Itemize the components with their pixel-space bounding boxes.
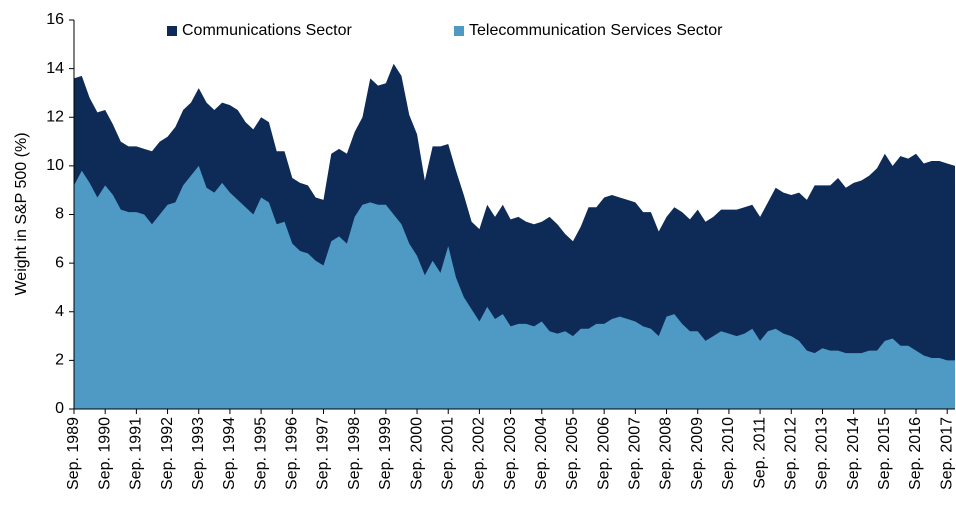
x-tick-label: Sep. 1990 — [96, 417, 113, 490]
x-tick-label: Sep. 1996 — [284, 417, 301, 490]
x-tick-label: Sep. 2005 — [564, 417, 581, 490]
x-tick-label: Sep. 2010 — [720, 417, 737, 490]
legend-label: Telecommunication Services Sector — [469, 22, 723, 39]
y-tick-label: 4 — [55, 303, 64, 320]
x-tick-label: Sep. 2016 — [907, 417, 924, 490]
x-tick-label: Sep. 1999 — [377, 417, 394, 490]
y-axis-label: Weight in S&P 500 (%) — [13, 132, 30, 295]
x-tick-label: Sep. 2002 — [471, 417, 488, 490]
x-tick-label: Sep. 2006 — [595, 417, 612, 490]
x-tick-label: Sep. 2011 — [751, 417, 768, 489]
y-tick-label: 2 — [55, 352, 64, 369]
x-tick-label: Sep. 2015 — [876, 417, 893, 490]
legend-marker — [167, 26, 177, 36]
x-tick-label: Sep. 2001 — [439, 417, 456, 490]
y-tick-label: 14 — [46, 60, 64, 77]
y-tick-label: 12 — [46, 108, 64, 125]
x-tick-label: Sep. 1995 — [252, 417, 269, 490]
x-tick-label: Sep. 1998 — [346, 417, 363, 490]
x-tick-label: Sep. 1997 — [315, 417, 332, 490]
y-tick-label: 0 — [55, 400, 64, 417]
y-tick-label: 8 — [55, 206, 64, 223]
x-tick-label: Sep. 2014 — [845, 417, 862, 490]
x-tick-label: Sep. 2009 — [689, 417, 706, 490]
area — [74, 165, 955, 409]
x-tick-label: Sep. 1992 — [159, 417, 176, 490]
x-tick-label: Sep. 2000 — [408, 417, 425, 490]
legend-marker — [454, 26, 464, 36]
x-tick-label: Sep. 2007 — [627, 417, 644, 490]
y-tick-label: 16 — [46, 11, 64, 28]
y-tick-label: 6 — [55, 254, 64, 271]
x-tick-label: Sep. 2008 — [658, 417, 675, 490]
x-tick-label: Sep. 1994 — [221, 417, 238, 490]
x-tick-label: Sep. 2004 — [533, 417, 550, 490]
y-tick-label: 10 — [46, 157, 64, 174]
x-tick-label: Sep. 2003 — [502, 417, 519, 490]
legend-label: Communications Sector — [182, 22, 353, 39]
x-tick-label: Sep. 2017 — [938, 417, 955, 490]
x-tick-label: Sep. 2013 — [814, 417, 831, 490]
x-tick-label: Sep. 1989 — [65, 417, 82, 490]
x-tick-label: Sep. 1991 — [128, 417, 145, 490]
x-tick-label: Sep. 2012 — [782, 417, 799, 490]
x-tick-label: Sep. 1993 — [190, 417, 207, 490]
